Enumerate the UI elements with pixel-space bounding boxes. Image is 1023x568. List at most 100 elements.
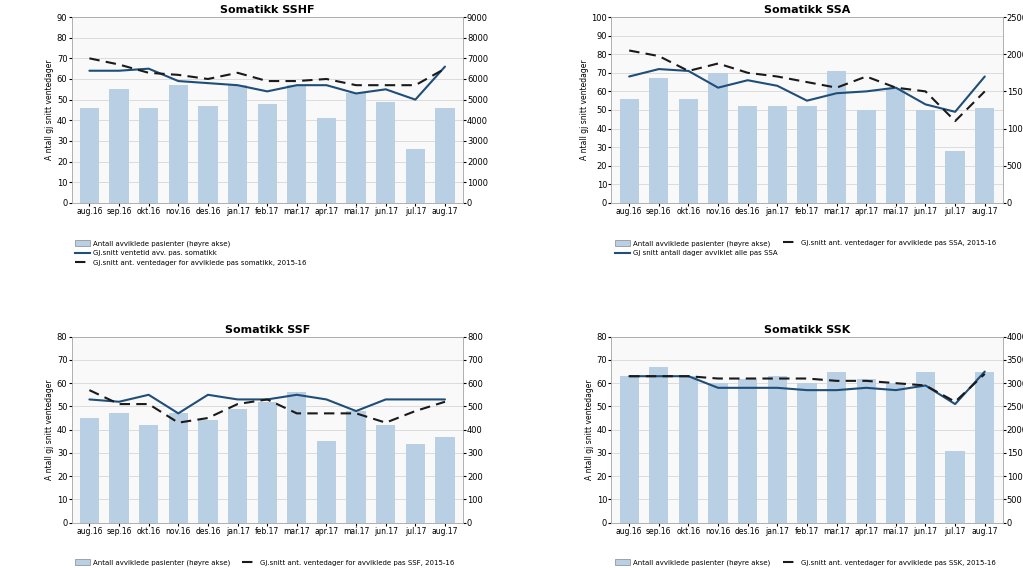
Y-axis label: A ntall gj snitt ventedager: A ntall gj snitt ventedager <box>585 379 593 480</box>
Gj.snitt ant. ventedager for avviklede pas SSK, 2015-16 <box>920 382 932 389</box>
Bar <box>139 108 159 203</box>
Gj.snitt ant. ventedager for avviklede pas somatikk, 2015-16 <box>380 82 392 89</box>
Gj.snitt ant. ventedager for avviklede pas SSK, 2015-16 <box>742 375 754 382</box>
Gj.snitt ventetid avv. pas. somatikk <box>320 82 332 89</box>
Bar <box>797 106 816 203</box>
Bar <box>228 409 248 523</box>
Gj.snitt ant. ventedager for avviklede pas SSA, 2015-16 <box>623 47 635 54</box>
Bar <box>258 402 277 523</box>
Gj.snitt ant. ventedager for avviklede pas SSK, 2015-16 <box>979 370 991 377</box>
Gj snitt antall dager avviklet alle pas SSK <box>979 368 991 375</box>
Gj.snitt ant. ventedager for avviklede pas SSF, 2015-16 <box>350 410 362 417</box>
Gj.snitt ant. ventedager for avviklede pas SSA, 2015-16 <box>801 79 813 86</box>
Gj.snitt ant. ventedager for avviklede pas SSK, 2015-16 <box>831 378 843 385</box>
Bar <box>886 383 905 523</box>
Bar <box>945 450 965 523</box>
Bar <box>347 94 365 203</box>
Bar <box>80 418 99 523</box>
Bar <box>317 441 337 523</box>
Bar <box>975 371 994 523</box>
Gj.snitt ant. ventedager for avviklede pas somatikk, 2015-16 <box>172 72 184 78</box>
Gj.snitt ant. ventedager for avviklede pas SSF, 2015-16 <box>113 400 125 407</box>
Gj.snitt ant. ventedager for avviklede pas SSA, 2015-16 <box>949 118 962 124</box>
Gj.snitt ant. ventedager for avviklede pas SSK, 2015-16 <box>860 378 873 385</box>
Bar <box>709 383 727 523</box>
Legend: Antall avviklede pasienter (høyre akse), Gj snitt antall dager avviklet alle pas: Antall avviklede pasienter (høyre akse),… <box>615 559 995 568</box>
Gj snitt antall dager avviklet alle pas SSF <box>261 396 273 403</box>
Gj snitt antall dager avviklet alle pas SSA <box>771 82 784 89</box>
Line: Gj.snitt ant. ventedager for avviklede pas SSA, 2015-16: Gj.snitt ant. ventedager for avviklede p… <box>629 51 985 121</box>
Gj.snitt ant. ventedager for avviklede pas SSK, 2015-16 <box>771 375 784 382</box>
Gj.snitt ant. ventedager for avviklede pas SSF, 2015-16 <box>380 419 392 426</box>
Title: Somatikk SSHF: Somatikk SSHF <box>220 5 314 15</box>
Line: Gj.snitt ant. ventedager for avviklede pas SSK, 2015-16: Gj.snitt ant. ventedager for avviklede p… <box>629 374 985 402</box>
Bar <box>169 414 188 523</box>
Bar <box>916 110 935 203</box>
Gj snitt antall dager avviklet alle pas SSF <box>350 408 362 415</box>
Bar <box>886 87 905 203</box>
Title: Somatikk SSA: Somatikk SSA <box>764 5 850 15</box>
Gj.snitt ant. ventedager for avviklede pas SSK, 2015-16 <box>801 375 813 382</box>
Bar <box>198 106 218 203</box>
Gj.snitt ant. ventedager for avviklede pas somatikk, 2015-16 <box>202 76 214 82</box>
Gj snitt antall dager avviklet alle pas SSF <box>142 391 154 398</box>
Gj.snitt ant. ventedager for avviklede pas somatikk, 2015-16 <box>291 78 303 85</box>
Gj.snitt ant. ventedager for avviklede pas SSA, 2015-16 <box>682 68 695 74</box>
Bar <box>376 425 395 523</box>
Bar <box>258 104 277 203</box>
Bar <box>109 414 129 523</box>
Bar <box>406 149 425 203</box>
Gj.snitt ant. ventedager for avviklede pas SSF, 2015-16 <box>439 398 451 405</box>
Gj.snitt ant. ventedager for avviklede pas somatikk, 2015-16 <box>261 78 273 85</box>
Gj snitt antall dager avviklet alle pas SSK <box>890 387 902 394</box>
Legend: Antall avviklede pasienter (høyre akse), Gj snitt antall dager avviklet alle pas: Antall avviklede pasienter (høyre akse),… <box>615 240 996 256</box>
Gj.snitt ventetid avv. pas. somatikk <box>261 88 273 95</box>
Bar <box>406 444 425 523</box>
Bar <box>287 85 307 203</box>
Gj snitt antall dager avviklet alle pas SSA <box>890 84 902 91</box>
Bar <box>945 151 965 203</box>
Gj.snitt ventetid avv. pas. somatikk <box>231 82 243 89</box>
Line: Gj.snitt ventetid avv. pas. somatikk: Gj.snitt ventetid avv. pas. somatikk <box>89 66 445 99</box>
Gj.snitt ant. ventedager for avviklede pas SSF, 2015-16 <box>320 410 332 417</box>
Gj.snitt ant. ventedager for avviklede pas SSK, 2015-16 <box>949 398 962 405</box>
Gj.snitt ventetid avv. pas. somatikk <box>350 90 362 97</box>
Bar <box>709 73 727 203</box>
Gj.snitt ant. ventedager for avviklede pas somatikk, 2015-16 <box>350 82 362 89</box>
Bar <box>650 367 668 523</box>
Gj snitt antall dager avviklet alle pas SSA <box>712 84 724 91</box>
Gj snitt antall dager avviklet alle pas SSF <box>320 396 332 403</box>
Gj.snitt ventetid avv. pas. somatikk <box>291 82 303 89</box>
Gj snitt antall dager avviklet alle pas SSK <box>771 385 784 391</box>
Gj.snitt ventetid avv. pas. somatikk <box>142 65 154 72</box>
Gj snitt antall dager avviklet alle pas SSA <box>831 90 843 97</box>
Gj.snitt ventetid avv. pas. somatikk <box>172 78 184 85</box>
Bar <box>856 110 876 203</box>
Gj.snitt ant. ventedager for avviklede pas SSA, 2015-16 <box>712 60 724 67</box>
Line: Gj snitt antall dager avviklet alle pas SSA: Gj snitt antall dager avviklet alle pas … <box>629 69 985 112</box>
Gj snitt antall dager avviklet alle pas SSA <box>949 108 962 115</box>
Bar <box>228 85 248 203</box>
Bar <box>916 371 935 523</box>
Gj snitt antall dager avviklet alle pas SSK <box>831 387 843 394</box>
Gj snitt antall dager avviklet alle pas SSK <box>682 373 695 379</box>
Gj.snitt ant. ventedager for avviklede pas somatikk, 2015-16 <box>113 61 125 68</box>
Gj.snitt ventetid avv. pas. somatikk <box>83 68 95 74</box>
Gj.snitt ventetid avv. pas. somatikk <box>380 86 392 93</box>
Bar <box>797 383 816 523</box>
Bar <box>827 71 846 203</box>
Gj.snitt ant. ventedager for avviklede pas SSA, 2015-16 <box>831 84 843 91</box>
Gj.snitt ant. ventedager for avviklede pas SSA, 2015-16 <box>920 88 932 95</box>
Bar <box>198 420 218 523</box>
Gj.snitt ant. ventedager for avviklede pas somatikk, 2015-16 <box>142 69 154 76</box>
Bar <box>738 106 757 203</box>
Gj snitt antall dager avviklet alle pas SSK <box>920 382 932 389</box>
Title: Somatikk SSK: Somatikk SSK <box>764 324 850 335</box>
Bar <box>317 118 337 203</box>
Gj.snitt ventetid avv. pas. somatikk <box>202 80 214 86</box>
Bar <box>436 437 454 523</box>
Line: Gj snitt antall dager avviklet alle pas SSK: Gj snitt antall dager avviklet alle pas … <box>629 371 985 404</box>
Bar <box>767 376 787 523</box>
Gj.snitt ant. ventedager for avviklede pas SSF, 2015-16 <box>142 400 154 407</box>
Y-axis label: A ntall gj snitt ventedager: A ntall gj snitt ventedager <box>45 60 54 160</box>
